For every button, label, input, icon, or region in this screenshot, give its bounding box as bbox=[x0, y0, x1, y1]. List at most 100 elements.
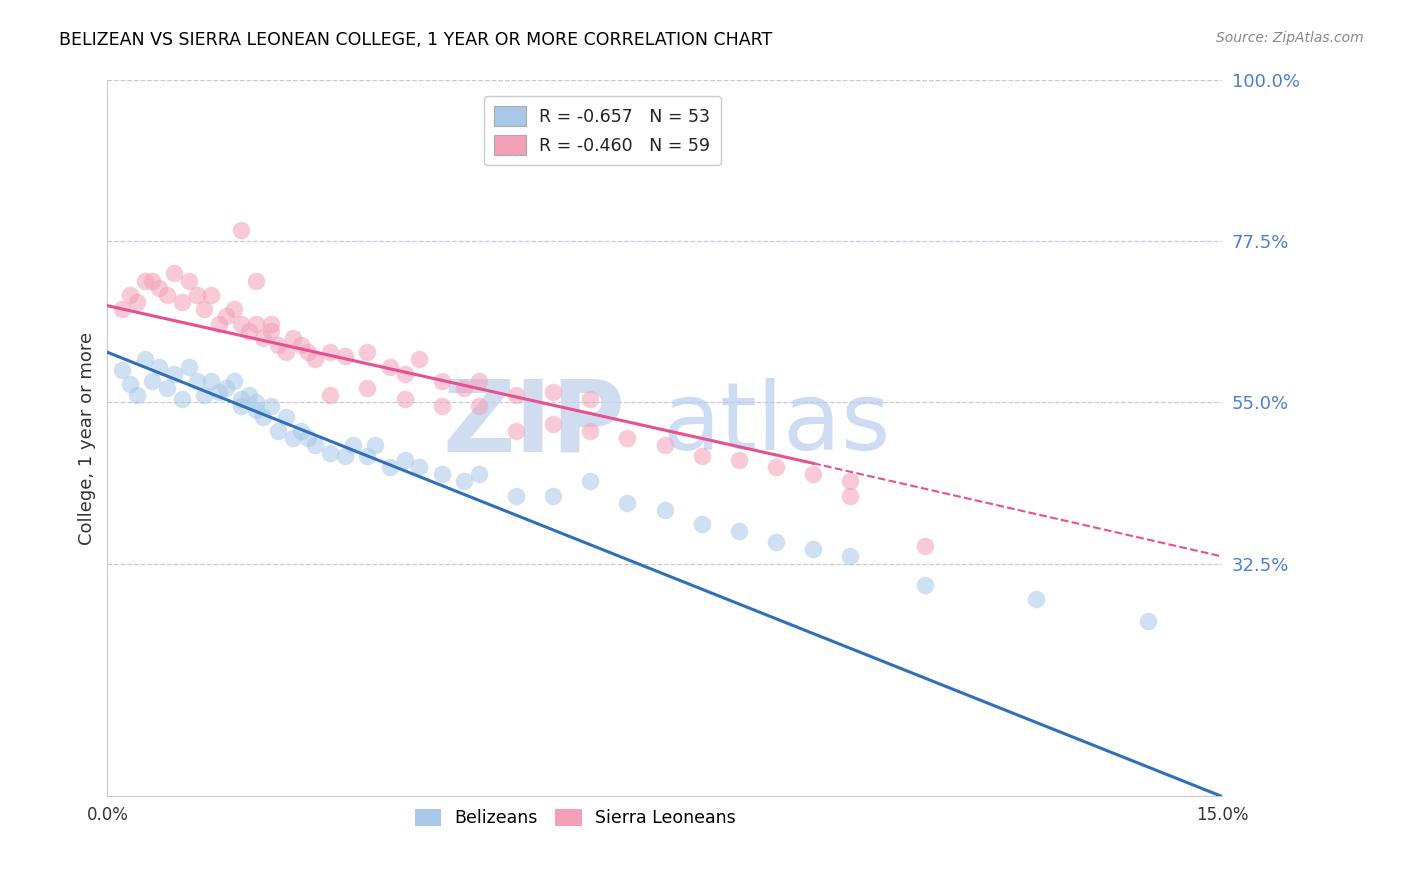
Point bbox=[728, 524, 751, 539]
Point bbox=[839, 549, 862, 564]
Point bbox=[245, 317, 267, 331]
Point bbox=[118, 377, 141, 392]
Point bbox=[208, 317, 231, 331]
Point bbox=[267, 424, 290, 438]
Point bbox=[319, 445, 342, 459]
Point bbox=[839, 489, 862, 503]
Point bbox=[378, 359, 401, 374]
Point bbox=[430, 374, 453, 388]
Point bbox=[394, 392, 416, 406]
Point bbox=[654, 438, 676, 452]
Y-axis label: College, 1 year or more: College, 1 year or more bbox=[79, 332, 96, 545]
Point bbox=[304, 352, 326, 367]
Point bbox=[229, 317, 252, 331]
Point bbox=[186, 288, 208, 302]
Point bbox=[690, 449, 713, 463]
Point bbox=[505, 388, 527, 402]
Point bbox=[290, 338, 312, 352]
Point bbox=[304, 438, 326, 452]
Point bbox=[193, 388, 215, 402]
Point bbox=[801, 542, 824, 557]
Point bbox=[215, 381, 238, 395]
Point bbox=[579, 474, 602, 488]
Point bbox=[690, 517, 713, 532]
Point bbox=[579, 424, 602, 438]
Point bbox=[541, 384, 564, 399]
Point bbox=[616, 431, 638, 445]
Point bbox=[408, 352, 430, 367]
Point bbox=[118, 288, 141, 302]
Point bbox=[356, 345, 378, 359]
Point bbox=[394, 452, 416, 467]
Point bbox=[333, 349, 356, 363]
Point bbox=[274, 345, 297, 359]
Point bbox=[541, 417, 564, 431]
Point bbox=[453, 474, 475, 488]
Point bbox=[179, 274, 201, 288]
Point bbox=[364, 438, 387, 452]
Point bbox=[1025, 592, 1047, 607]
Point bbox=[356, 381, 378, 395]
Point bbox=[319, 345, 342, 359]
Point bbox=[127, 295, 149, 310]
Point bbox=[505, 424, 527, 438]
Point bbox=[245, 274, 267, 288]
Point bbox=[163, 267, 186, 281]
Point bbox=[200, 374, 222, 388]
Text: atlas: atlas bbox=[662, 378, 890, 470]
Point bbox=[134, 274, 156, 288]
Point bbox=[111, 363, 134, 377]
Point bbox=[252, 409, 274, 424]
Point bbox=[229, 223, 252, 237]
Point bbox=[163, 367, 186, 381]
Point bbox=[170, 295, 193, 310]
Point bbox=[765, 459, 787, 474]
Point bbox=[156, 288, 179, 302]
Point bbox=[839, 474, 862, 488]
Point bbox=[156, 381, 179, 395]
Text: Source: ZipAtlas.com: Source: ZipAtlas.com bbox=[1216, 31, 1364, 45]
Point bbox=[505, 489, 527, 503]
Point bbox=[238, 324, 260, 338]
Point bbox=[127, 388, 149, 402]
Point bbox=[238, 388, 260, 402]
Point bbox=[208, 384, 231, 399]
Point bbox=[252, 331, 274, 345]
Point bbox=[260, 317, 283, 331]
Point bbox=[245, 395, 267, 409]
Point bbox=[222, 374, 245, 388]
Point bbox=[148, 281, 170, 295]
Point bbox=[186, 374, 208, 388]
Point bbox=[290, 424, 312, 438]
Text: BELIZEAN VS SIERRA LEONEAN COLLEGE, 1 YEAR OR MORE CORRELATION CHART: BELIZEAN VS SIERRA LEONEAN COLLEGE, 1 YE… bbox=[59, 31, 772, 49]
Point bbox=[148, 359, 170, 374]
Point bbox=[141, 274, 163, 288]
Point bbox=[274, 409, 297, 424]
Point bbox=[222, 302, 245, 317]
Point bbox=[468, 374, 491, 388]
Point bbox=[541, 489, 564, 503]
Point bbox=[215, 310, 238, 324]
Point bbox=[260, 324, 283, 338]
Point bbox=[141, 374, 163, 388]
Point bbox=[297, 431, 319, 445]
Point bbox=[356, 449, 378, 463]
Point bbox=[281, 431, 304, 445]
Point bbox=[134, 352, 156, 367]
Point bbox=[229, 399, 252, 413]
Point bbox=[111, 302, 134, 317]
Point bbox=[430, 399, 453, 413]
Point bbox=[260, 399, 283, 413]
Text: ZIP: ZIP bbox=[443, 376, 626, 473]
Point bbox=[1136, 614, 1159, 628]
Point bbox=[200, 288, 222, 302]
Point bbox=[342, 438, 364, 452]
Point bbox=[297, 345, 319, 359]
Point bbox=[430, 467, 453, 481]
Point bbox=[245, 402, 267, 417]
Point bbox=[468, 399, 491, 413]
Point bbox=[333, 449, 356, 463]
Point bbox=[281, 331, 304, 345]
Point bbox=[453, 381, 475, 395]
Point bbox=[468, 467, 491, 481]
